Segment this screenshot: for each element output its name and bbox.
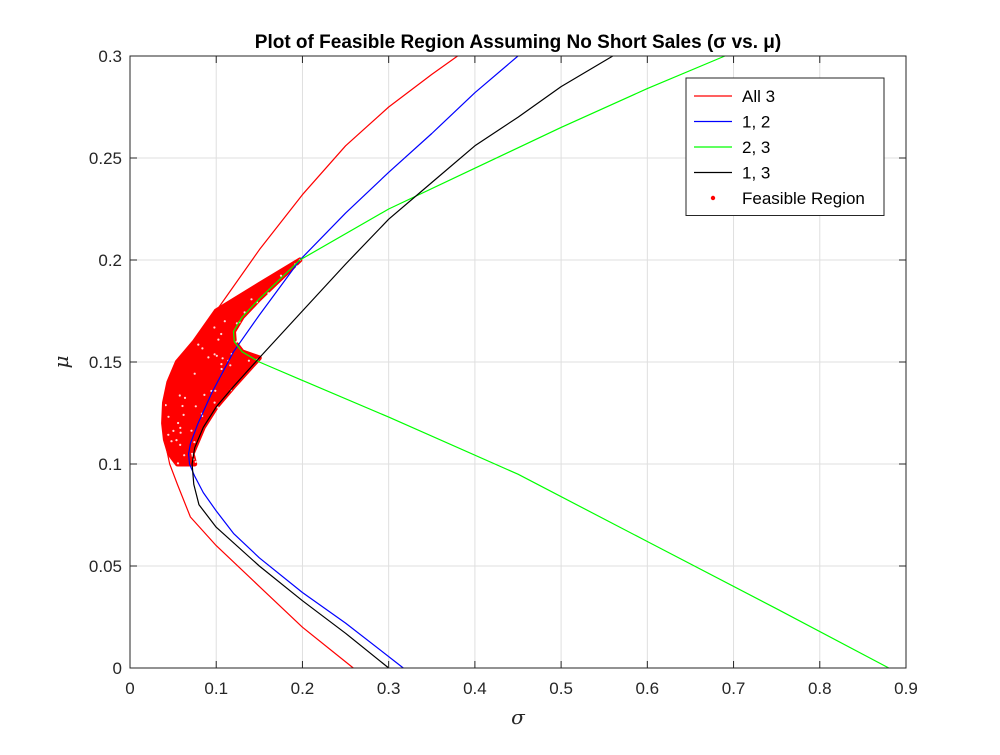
feasible-region-speckle xyxy=(229,364,232,367)
feasible-region-speckle xyxy=(179,431,182,434)
feasible-region-speckle xyxy=(279,274,283,277)
y-axis-label: μ xyxy=(49,356,73,369)
legend-swatch-feasible-region xyxy=(710,195,716,201)
y-tick-label-4: 0.2 xyxy=(98,251,122,270)
series-line-1-2 xyxy=(188,55,519,669)
series-line-1-3 xyxy=(191,55,614,669)
feasible-region-speckle xyxy=(220,363,223,366)
legend-label-2-3: 2, 3 xyxy=(742,138,770,157)
legend: All 3 1, 2 2, 3 1, 3 Feasible Region xyxy=(685,77,885,216)
feasible-region-speckle xyxy=(178,394,181,397)
y-tick-label-3: 0.15 xyxy=(89,353,122,372)
feasible-region-speckle xyxy=(179,443,182,446)
feasible-region-speckle xyxy=(267,292,270,295)
feasible-region-speckle xyxy=(194,460,197,463)
feasible-region-speckle xyxy=(213,401,216,404)
feasible-region-speckle xyxy=(194,405,197,408)
y-tick-label-1: 0.05 xyxy=(89,557,122,576)
y-tick-label-2: 0.1 xyxy=(98,455,122,474)
feasible-region-speckle xyxy=(239,337,242,340)
legend-label-1-3: 1, 3 xyxy=(742,164,770,183)
feasible-region-speckle xyxy=(175,439,178,442)
legend-label-1-2: 1, 2 xyxy=(742,113,770,132)
feasible-region-speckle xyxy=(235,340,238,343)
feasible-region-speckle xyxy=(197,343,200,346)
feasible-region-speckle xyxy=(258,307,261,310)
x-tick-label-9: 0.9 xyxy=(894,679,918,698)
ticks: 0 0.1 0.2 0.3 0.4 0.5 0.6 0.7 0.8 0.9 0 0.05 0.1 0.15… xyxy=(89,47,918,698)
feasible-region-speckle xyxy=(181,404,184,408)
feasible-region-speckle xyxy=(177,421,180,425)
feasible-region-speckle xyxy=(164,404,167,407)
x-tick-label-6: 0.6 xyxy=(636,679,660,698)
x-axis-label: σ xyxy=(511,705,526,729)
y-tick-label-5: 0.25 xyxy=(89,149,122,168)
feasible-region-speckle xyxy=(203,393,206,396)
feasible-region-speckle xyxy=(247,325,250,328)
feasible-region-speckle xyxy=(183,454,186,457)
series-line-all-3 xyxy=(163,55,458,669)
feasible-region-speckle xyxy=(207,356,210,359)
y-tick-label-0: 0 xyxy=(113,659,122,678)
feasible-region-speckle xyxy=(183,396,187,399)
feasible-region-speckle xyxy=(196,456,199,459)
feasible-region-speckle xyxy=(223,320,226,323)
feasible-region-speckle xyxy=(250,298,253,301)
x-tick-label-4: 0.4 xyxy=(463,679,487,698)
feasible-region-speckle xyxy=(247,359,250,362)
feasible-region-speckle xyxy=(240,386,243,389)
feasible-region-speckle xyxy=(217,338,220,341)
feasible-region-speckle xyxy=(221,357,224,360)
x-tick-label-5: 0.5 xyxy=(549,679,573,698)
feasible-region-speckle xyxy=(179,426,182,429)
feasible-region-speckle xyxy=(213,353,216,356)
feasible-region-speckle xyxy=(176,462,180,465)
feasible-region-speckle xyxy=(239,327,242,330)
x-tick-label-1: 0.1 xyxy=(204,679,228,698)
feasible-region-speckle xyxy=(251,311,254,314)
y-tick-label-6: 0.3 xyxy=(98,47,122,66)
feasible-region-speckle xyxy=(193,372,196,375)
legend-label-all-3: All 3 xyxy=(742,87,775,106)
feasible-region-speckle xyxy=(167,415,170,418)
feasible-region-speckle xyxy=(170,440,173,443)
feasible-region-speckle xyxy=(243,311,246,314)
x-tick-label-0: 0 xyxy=(125,679,134,698)
feasible-region-speckle xyxy=(216,406,219,409)
legend-label-feasible-region: Feasible Region xyxy=(742,189,865,208)
feasible-region-speckle xyxy=(197,448,200,451)
x-tick-label-8: 0.8 xyxy=(808,679,832,698)
x-tick-label-3: 0.3 xyxy=(377,679,401,698)
series-layer xyxy=(161,55,890,669)
feasible-region-speckle xyxy=(213,326,216,329)
feasible-region-speckle xyxy=(291,273,294,276)
feasible-region-speckle xyxy=(167,433,170,436)
feasible-region-speckle xyxy=(190,429,193,432)
feasible-region-speckle xyxy=(191,452,194,455)
x-tick-label-2: 0.2 xyxy=(291,679,315,698)
feasible-region-speckle xyxy=(201,347,204,350)
series-line-2-3 xyxy=(232,55,890,669)
feasible-region-speckle xyxy=(215,354,218,357)
feasible-region-speckle xyxy=(235,394,238,397)
feasible-region-speckle xyxy=(214,389,217,392)
x-tick-label-7: 0.7 xyxy=(722,679,746,698)
feasible-region-speckle xyxy=(193,441,196,444)
feasible-region-speckle xyxy=(220,367,223,371)
chart-title: Plot of Feasible Region Assuming No Shor… xyxy=(255,32,781,53)
feasible-region-speckle xyxy=(182,413,185,416)
feasible-region-speckle xyxy=(172,429,175,432)
feasible-region-speckle xyxy=(220,332,223,336)
